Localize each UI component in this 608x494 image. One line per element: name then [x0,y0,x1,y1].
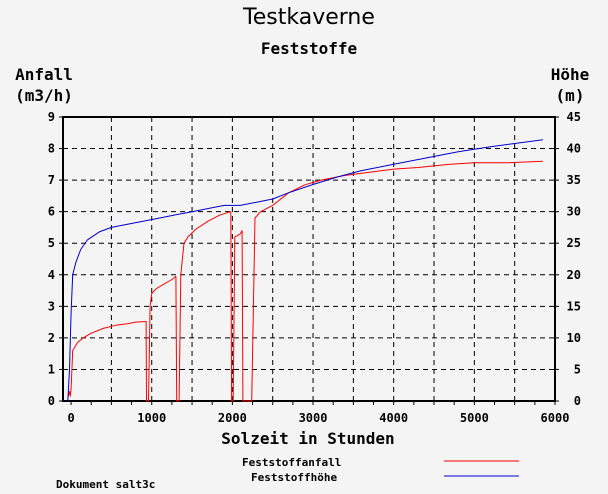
right-tick-label: 25 [567,236,581,250]
right-tick-label: 20 [567,268,581,282]
series-line-0 [67,160,543,402]
right-tick-label: 15 [567,299,581,313]
legend-label-feststoffhoehe: Feststoffhöhe [251,471,337,484]
left-tick-label: 5 [48,236,55,250]
left-tick-label: 3 [48,299,55,313]
right-tick-label: 10 [567,331,581,345]
right-tick-label: 0 [574,394,581,408]
x-tick-label: 6000 [541,411,570,425]
right-tick-label: 5 [574,362,581,376]
left-tick-label: 9 [48,110,55,124]
x-tick-label: 3000 [299,411,328,425]
grid-lines [63,117,555,401]
series-line-1 [67,139,543,402]
left-tick-label: 0 [48,394,55,408]
right-tick-label: 45 [567,110,581,124]
left-tick-label: 2 [48,331,55,345]
x-tick-label: 2000 [218,411,247,425]
left-axis-label-line2: (m3/h) [15,86,73,105]
series-lines [67,139,543,402]
right-tick-label: 30 [567,205,581,219]
right-axis-label-line1: Höhe [551,65,590,84]
document-id: Dokument salt3c [56,478,155,491]
right-tick-label: 35 [567,173,581,187]
x-tick-label: 1000 [137,411,166,425]
x-axis-label: Solzeit in Stunden [221,429,394,448]
plot-area [62,116,556,402]
left-tick-label: 7 [48,173,55,187]
legend-label-feststoffanfall: Feststoffanfall [242,456,341,469]
right-axis-label-line2: (m) [556,86,585,105]
left-axis-label-line1: Anfall [15,65,73,84]
left-tick-label: 1 [48,362,55,376]
right-tick-label: 40 [567,142,581,156]
left-tick-label: 4 [48,268,55,282]
left-tick-label: 6 [48,205,55,219]
left-tick-label: 8 [48,142,55,156]
x-tick-label: 4000 [379,411,408,425]
chart-title: Testkaverne [242,5,375,30]
x-tick-label: 5000 [460,411,489,425]
chart-subtitle: Feststoffe [261,39,357,58]
x-tick-label: 0 [67,411,74,425]
legend: Feststoffanfall Feststoffhöhe [242,456,519,484]
